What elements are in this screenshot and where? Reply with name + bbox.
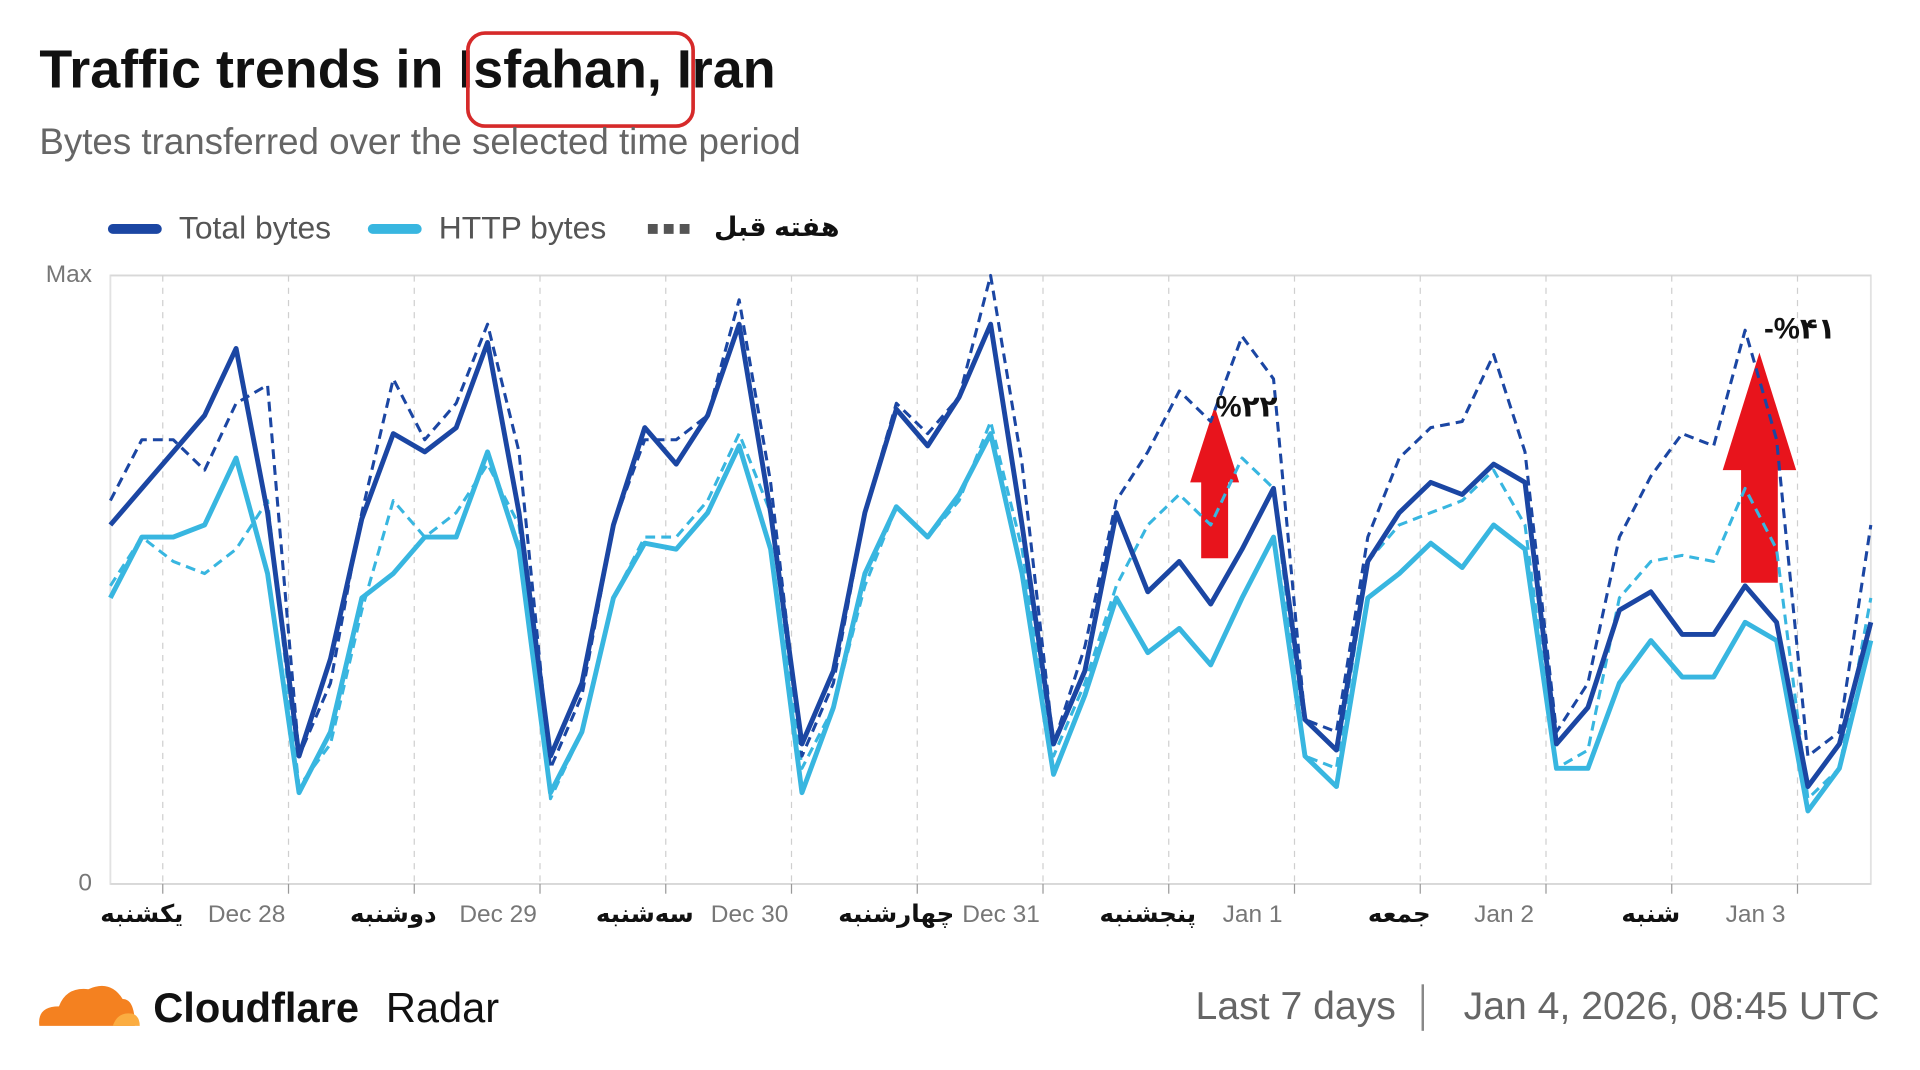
x-tick-label: Dec 28 [208,901,286,928]
logo [39,985,140,1026]
y-tick-label: Max [46,261,92,288]
previous-week-line [109,419,1873,801]
series-line [108,431,1874,814]
x-tick-label: شنبه [1621,901,1680,928]
plot-frame [109,274,1872,885]
x-tick-label: سه‌شنبه [596,901,694,928]
x-tick-label: پنجشنبه [1100,901,1197,928]
product: Radar [386,984,499,1031]
y-tick-label: 0 [78,869,92,896]
x-tick-label: چهارشنبه [838,901,954,928]
x-tick-label: Jan 2 [1474,901,1534,928]
x-tick-label: دوشنبه [350,901,437,928]
annotation: -%۴۱ [1764,312,1836,345]
x-tick-label: جمعه [1368,901,1431,928]
chart-subtitle: Bytes transferred over the selected time… [39,121,800,162]
x-tick-label: Jan 3 [1726,901,1786,928]
previous-week-line [109,273,1873,770]
chart-title: Traffic trends in Isfahan, Iran [39,40,775,100]
x-tick-label: یکشنبه [100,901,183,928]
highlight-circle [466,31,695,128]
series-line [108,321,1874,790]
arrow [1722,352,1797,583]
arrow [1190,406,1240,559]
timestamp: Jan 4, 2026, 08:45 UTC [1464,985,1880,1028]
annotation: %۲۲ [1215,391,1277,424]
x-tick-label: Dec 30 [711,901,789,928]
period: Last 7 days [1196,985,1396,1028]
legend-label: Total bytes [179,210,331,246]
legend-label: HTTP bytes [439,210,606,246]
legend-label: هفته قبل [714,212,840,242]
x-tick-label: Jan 1 [1223,901,1283,928]
x-tick-label: Dec 31 [962,901,1040,928]
x-tick-label: Dec 29 [459,901,537,928]
brand: Cloudflare [153,984,359,1031]
